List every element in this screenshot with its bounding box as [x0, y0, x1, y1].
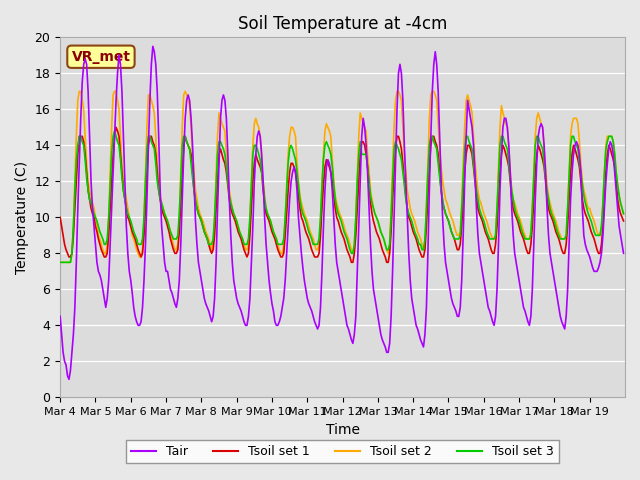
Title: Soil Temperature at -4cm: Soil Temperature at -4cm	[238, 15, 447, 33]
Text: VR_met: VR_met	[72, 50, 131, 64]
Y-axis label: Temperature (C): Temperature (C)	[15, 161, 29, 274]
X-axis label: Time: Time	[326, 422, 360, 437]
Legend: Tair, Tsoil set 1, Tsoil set 2, Tsoil set 3: Tair, Tsoil set 1, Tsoil set 2, Tsoil se…	[127, 440, 559, 463]
